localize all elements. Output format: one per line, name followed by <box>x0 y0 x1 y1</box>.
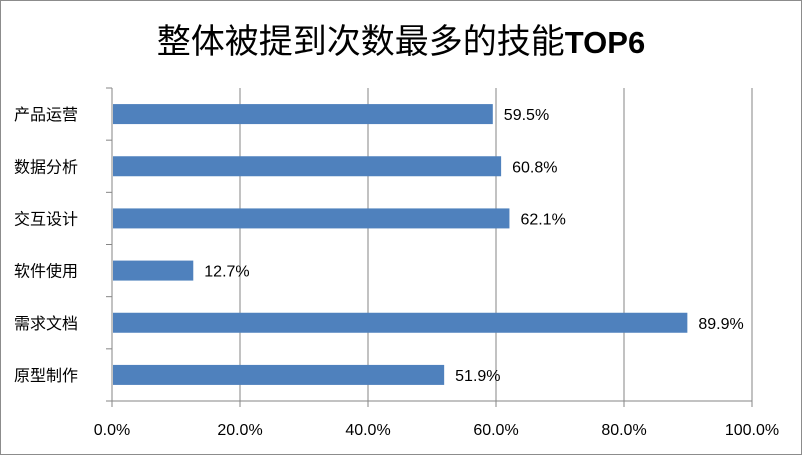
category-label: 产品运营 <box>14 105 78 124</box>
x-tick-label: 80.0% <box>601 422 646 439</box>
data-label: 89.9% <box>698 316 743 333</box>
x-tick-label: 100.0% <box>725 422 779 439</box>
category-label: 需求文档 <box>14 314 78 333</box>
x-tick-label: 60.0% <box>473 422 518 439</box>
axes <box>106 87 753 407</box>
data-label: 62.1% <box>520 211 565 228</box>
chart-title-suffix: TOP6 <box>564 25 646 60</box>
bar <box>113 364 445 385</box>
category-label: 数据分析 <box>14 157 78 176</box>
chart-title-main: 整体被提到次数最多的技能 <box>156 22 565 62</box>
chart-title: 整体被提到次数最多的技能TOP6 <box>0 14 802 63</box>
x-tick-label: 40.0% <box>345 422 390 439</box>
bars <box>113 104 688 385</box>
category-label: 交互设计 <box>14 209 78 228</box>
bar <box>113 208 510 229</box>
bar <box>113 104 493 125</box>
x-tick-label: 20.0% <box>217 422 262 439</box>
category-label: 软件使用 <box>14 262 78 281</box>
data-label: 51.9% <box>455 368 500 385</box>
data-label: 60.8% <box>512 159 557 176</box>
x-tick-label: 0.0% <box>94 422 130 439</box>
data-label: 59.5% <box>504 107 549 124</box>
bar <box>113 260 194 281</box>
bar <box>113 312 688 333</box>
category-label: 原型制作 <box>14 366 78 385</box>
labels: 0.0% 20.0% 40.0% 60.0% 80.0% 100.0% 产品运营 59.5% 数… <box>14 105 779 439</box>
data-label: 12.7% <box>204 264 249 281</box>
gridlines <box>239 88 753 401</box>
bar <box>113 156 502 177</box>
